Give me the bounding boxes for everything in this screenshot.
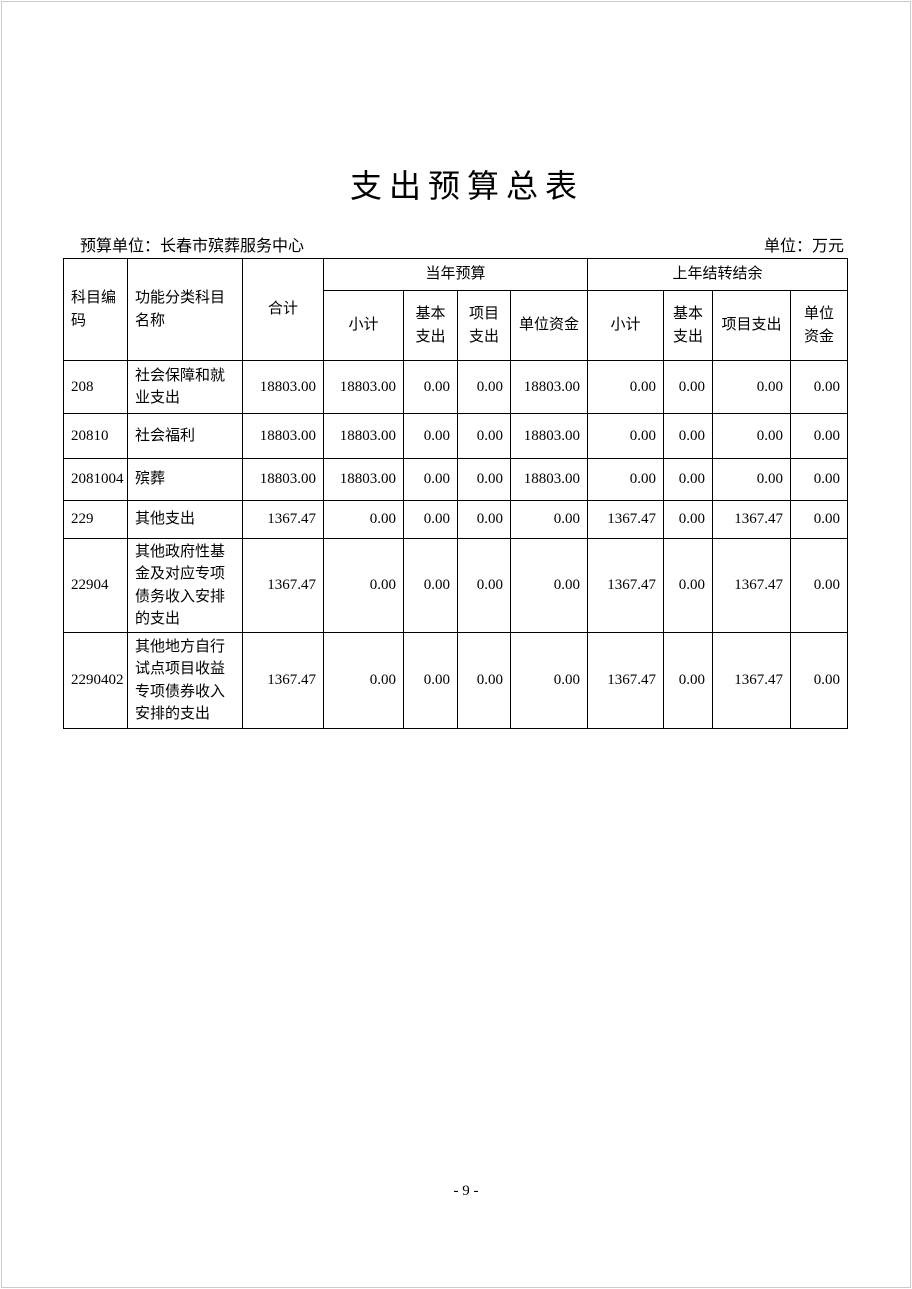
cell-cy-project: 0.00 <box>457 360 511 414</box>
cell-cy-basic: 0.00 <box>403 413 458 459</box>
cell-cy-basic: 0.00 <box>403 360 458 414</box>
cell-py-unit-funds: 0.00 <box>790 360 849 414</box>
table-row: 229 其他支出 1367.47 0.00 0.00 0.00 0.00 136… <box>63 500 849 539</box>
cell-cy-basic: 0.00 <box>403 632 458 729</box>
header-subject-name: 功能分类科目名称 <box>127 258 243 361</box>
cell-subject-code: 208 <box>63 360 128 414</box>
cell-py-subtotal: 0.00 <box>587 360 665 414</box>
cell-cy-subtotal: 0.00 <box>323 538 404 633</box>
table-row: 2081004 殡葬 18803.00 18803.00 0.00 0.00 1… <box>63 458 849 501</box>
header-py-project: 项目支出 <box>712 290 792 361</box>
cell-cy-unit-funds: 0.00 <box>509 500 589 539</box>
cell-total: 1367.47 <box>242 632 324 729</box>
cell-py-project: 1367.47 <box>712 500 792 539</box>
table-row: 22904 其他政府性基金及对应专项债务收入安排的支出 1367.47 0.00… <box>63 538 849 633</box>
table-row: 20810 社会福利 18803.00 18803.00 0.00 0.00 1… <box>63 413 849 459</box>
cell-py-basic: 0.00 <box>663 413 714 459</box>
header-py-subtotal: 小计 <box>587 290 665 361</box>
header-carryover-group: 上年结转结余 <box>587 258 849 291</box>
unit-label: 单位：万元 <box>763 238 844 255</box>
header-current-year-group: 当年预算 <box>322 258 589 291</box>
page-title: 支出预算总表 <box>349 168 584 204</box>
cell-py-basic: 0.00 <box>663 632 714 729</box>
page-number: - 9 - <box>453 1183 479 1199</box>
cell-subject-code: 2081004 <box>63 458 128 501</box>
cell-py-unit-funds: 0.00 <box>790 458 849 501</box>
cell-cy-basic: 0.00 <box>403 458 458 501</box>
cell-subject-code: 2290402 <box>63 632 128 729</box>
header-cy-basic: 基本支出 <box>403 290 458 361</box>
cell-subject-code: 229 <box>63 500 128 539</box>
cell-cy-unit-funds: 18803.00 <box>509 458 589 501</box>
header-total: 合计 <box>242 258 324 361</box>
cell-cy-project: 0.00 <box>457 413 511 459</box>
cell-cy-unit-funds: 18803.00 <box>509 360 589 414</box>
cell-py-unit-funds: 0.00 <box>790 632 849 729</box>
header-cy-unit-funds: 单位资金 <box>509 290 589 361</box>
cell-py-project: 0.00 <box>712 458 792 501</box>
cell-py-unit-funds: 0.00 <box>790 413 849 459</box>
cell-total: 1367.47 <box>242 500 324 539</box>
cell-py-subtotal: 1367.47 <box>587 500 665 539</box>
header-py-unit-funds: 单位资金 <box>790 290 849 361</box>
cell-py-project: 0.00 <box>712 413 792 459</box>
cell-py-basic: 0.00 <box>663 538 714 633</box>
budget-table: 科目编码 功能分类科目名称 合计 当年预算 上年结转结余 小计 基本支出 项目支… <box>63 258 849 729</box>
cell-subject-code: 20810 <box>63 413 128 459</box>
cell-subject-name: 其他政府性基金及对应专项债务收入安排的支出 <box>127 538 243 633</box>
cell-subject-name: 其他地方自行试点项目收益专项债券收入安排的支出 <box>127 632 243 729</box>
header-cy-subtotal: 小计 <box>323 290 404 361</box>
cell-py-project: 0.00 <box>712 360 792 414</box>
cell-py-project: 1367.47 <box>712 538 792 633</box>
cell-subject-name: 殡葬 <box>127 458 243 501</box>
header-group-row: 科目编码 功能分类科目名称 合计 当年预算 上年结转结余 <box>63 258 849 361</box>
cell-cy-subtotal: 18803.00 <box>323 360 404 414</box>
cell-cy-project: 0.00 <box>457 538 511 633</box>
cell-total: 18803.00 <box>242 413 324 459</box>
cell-cy-unit-funds: 18803.00 <box>509 413 589 459</box>
cell-py-project: 1367.47 <box>712 632 792 729</box>
header-py-basic: 基本支出 <box>663 290 714 361</box>
cell-subject-code: 22904 <box>63 538 128 633</box>
header-subject-code: 科目编码 <box>63 258 128 361</box>
cell-cy-subtotal: 18803.00 <box>323 458 404 501</box>
cell-py-subtotal: 1367.47 <box>587 632 665 729</box>
cell-py-subtotal: 0.00 <box>587 413 665 459</box>
cell-subject-name: 社会福利 <box>127 413 243 459</box>
cell-total: 18803.00 <box>242 458 324 501</box>
table-row: 208 社会保障和就业支出 18803.00 18803.00 0.00 0.0… <box>63 360 849 414</box>
cell-cy-unit-funds: 0.00 <box>509 632 589 729</box>
cell-py-subtotal: 1367.47 <box>587 538 665 633</box>
cell-subject-name: 其他支出 <box>127 500 243 539</box>
cell-cy-project: 0.00 <box>457 632 511 729</box>
cell-cy-basic: 0.00 <box>403 500 458 539</box>
cell-py-basic: 0.00 <box>663 458 714 501</box>
cell-cy-subtotal: 0.00 <box>323 632 404 729</box>
cell-cy-basic: 0.00 <box>403 538 458 633</box>
cell-py-unit-funds: 0.00 <box>790 538 849 633</box>
budget-unit-label: 预算单位：长春市殡葬服务中心 <box>80 238 305 255</box>
cell-total: 1367.47 <box>242 538 324 633</box>
cell-cy-project: 0.00 <box>457 500 511 539</box>
cell-cy-unit-funds: 0.00 <box>509 538 589 633</box>
cell-cy-subtotal: 18803.00 <box>323 413 404 459</box>
cell-py-basic: 0.00 <box>663 500 714 539</box>
header-sub-row: 小计 基本支出 项目支出 单位资金 小计 基本支出 项目支出 单位资金 <box>64 290 849 361</box>
cell-total: 18803.00 <box>242 360 324 414</box>
table-row: 2290402 其他地方自行试点项目收益专项债券收入安排的支出 1367.47 … <box>63 632 849 729</box>
cell-py-subtotal: 0.00 <box>587 458 665 501</box>
cell-subject-name: 社会保障和就业支出 <box>127 360 243 414</box>
cell-py-basic: 0.00 <box>663 360 714 414</box>
cell-py-unit-funds: 0.00 <box>790 500 849 539</box>
cell-cy-project: 0.00 <box>457 458 511 501</box>
cell-cy-subtotal: 0.00 <box>323 500 404 539</box>
header-cy-project: 项目支出 <box>457 290 511 361</box>
